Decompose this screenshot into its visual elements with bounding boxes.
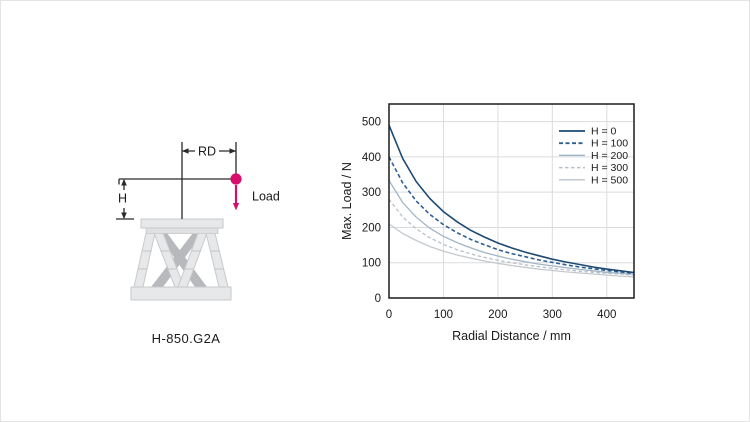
rd-arrow-right [229,148,236,154]
model-label: H-850.G2A [151,331,221,346]
series-curve-300 [388,198,635,276]
series-curve-200 [388,180,635,276]
rd-arrow-left [182,148,189,154]
load-point-marker [230,173,242,185]
dimension-arrowheads [121,148,236,219]
hexapod-drawing [130,218,232,301]
h-dimension-label: H [118,192,127,206]
h-label-background [115,190,131,207]
legend-label: H = 300 [591,162,628,174]
h-arrow-down [121,212,127,219]
x-tick-label: 400 [597,309,616,321]
y-tick-label: 300 [362,187,381,199]
y-tick-label: 200 [362,222,381,234]
x-tick-label: 300 [543,309,562,321]
x-tick-label: 200 [488,309,507,321]
series-curve-0 [388,124,635,274]
y-tick-label: 100 [362,258,381,270]
x-tick-label: 0 [386,309,392,321]
strut-joint-lines [138,250,224,270]
max-load-chart: 0 100 200 300 400 0 100 200 300 400 500 H = 0H = 10… [340,103,635,343]
legend-label: H = 0 [591,126,617,138]
legend-label: H = 100 [591,138,628,150]
hexapod-back-strut [151,233,203,287]
x-tick-label: 100 [434,309,453,321]
y-tick-label: 500 [362,117,381,129]
hexapod-top-platform-flange [145,227,219,234]
rd-dimension-label: RD [198,145,216,159]
rd-label-background [195,143,219,159]
series-curve-500 [388,223,635,278]
y-tick-label: 400 [362,152,381,164]
plot-frame [388,103,635,299]
y-axis-title: Max. Load / N [340,162,354,240]
h-arrow-up [121,179,127,186]
hexapod-top-platform [140,218,224,229]
hexapod-strut [205,232,229,288]
load-arrow-head [232,203,240,211]
hexapod-load-diagram: RD H Load [115,142,280,301]
hexapod-strut [133,232,156,288]
load-label: Load [252,190,280,204]
legend-label: H = 200 [591,150,628,162]
legend-label: H = 500 [591,174,628,186]
x-axis-title: Radial Distance / mm [452,329,571,343]
y-tick-label: 0 [375,293,381,305]
hexapod-base-plate [130,286,232,301]
